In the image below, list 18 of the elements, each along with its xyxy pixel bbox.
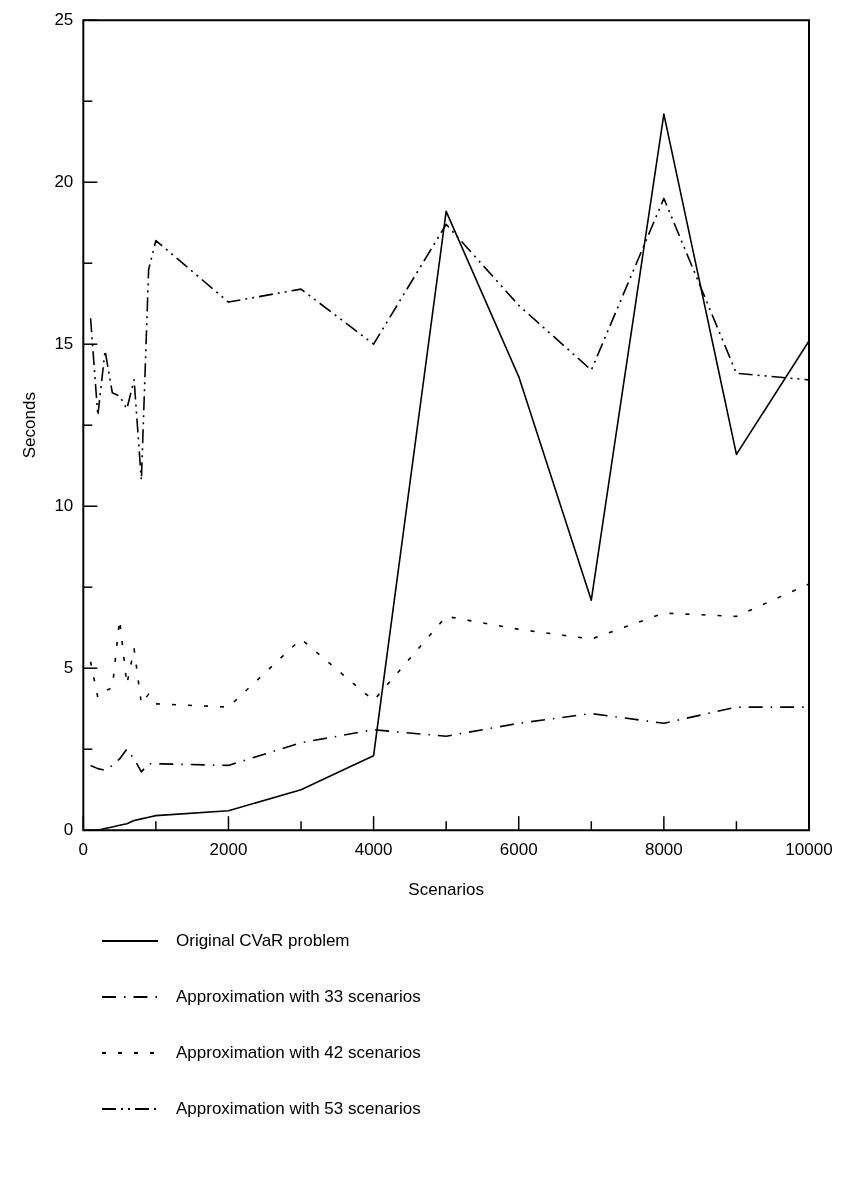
y-tick-label: 20 bbox=[54, 171, 74, 191]
y-tick-label: 25 bbox=[54, 9, 74, 29]
legend-label: Approximation with 53 scenarios bbox=[176, 1099, 421, 1119]
x-tick-label: 4000 bbox=[354, 840, 393, 860]
y-tick-label: 10 bbox=[54, 495, 74, 515]
x-axis-title: Scenarios bbox=[408, 880, 484, 900]
x-tick-label: 0 bbox=[78, 840, 89, 860]
x-tick-label: 10000 bbox=[785, 840, 833, 860]
y-tick-label: 15 bbox=[54, 333, 74, 353]
y-tick-label: 5 bbox=[63, 657, 74, 677]
x-tick-label: 6000 bbox=[499, 840, 538, 860]
legend-label: Approximation with 42 scenarios bbox=[176, 1043, 421, 1063]
y-axis-title: Seconds bbox=[19, 392, 39, 459]
x-tick-label: 8000 bbox=[644, 840, 683, 860]
y-tick-label: 0 bbox=[63, 819, 74, 839]
legend-label: Original CVaR problem bbox=[176, 931, 350, 951]
x-tick-label: 2000 bbox=[209, 840, 248, 860]
legend-label: Approximation with 33 scenarios bbox=[176, 987, 421, 1007]
